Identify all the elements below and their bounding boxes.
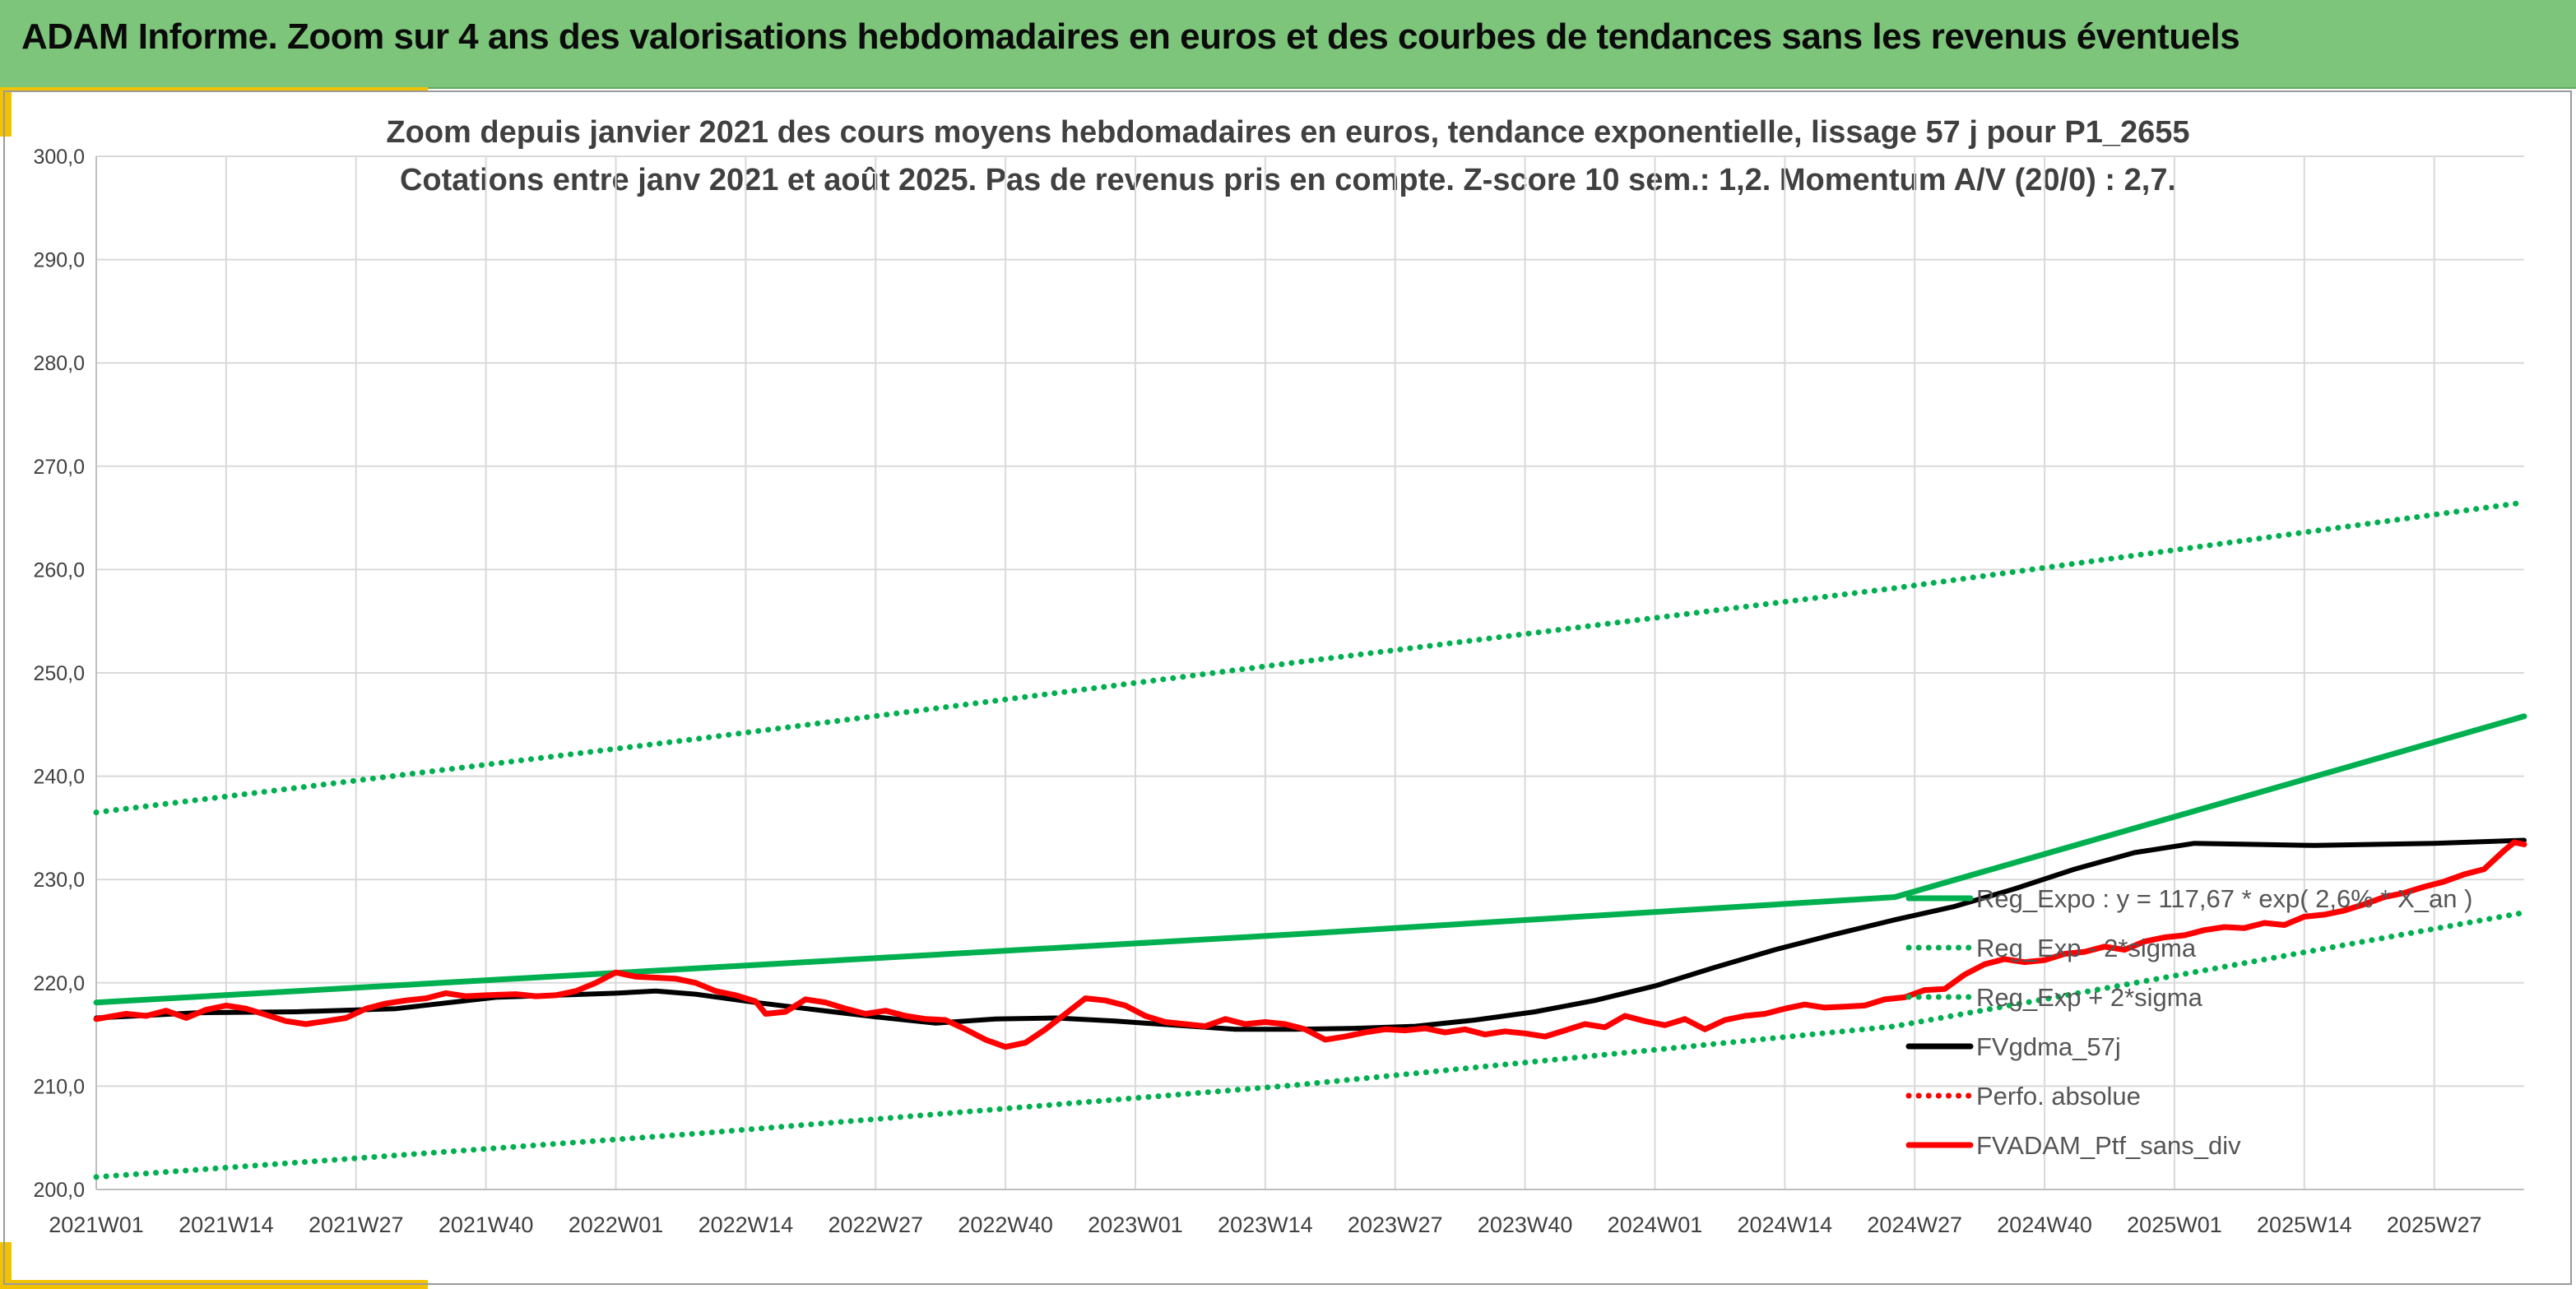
y-tick-label: 250,0 (33, 662, 85, 685)
x-tick-label: 2023W40 (1478, 1212, 1573, 1237)
y-tick-label: 230,0 (33, 869, 85, 892)
page-title: ADAM Informe. Zoom sur 4 ans des valoris… (21, 16, 2240, 57)
grid-lines (95, 155, 2524, 1190)
x-tick-label: 2022W40 (958, 1212, 1053, 1237)
y-tick-label: 280,0 (33, 352, 85, 375)
x-axis-ticks: 2021W01 2021W14 2021W27 2021W40 2022W01 2022W… (49, 1212, 2481, 1237)
x-tick-label: 2022W01 (569, 1212, 664, 1237)
x-tick-label: 2025W27 (2387, 1212, 2482, 1237)
x-tick-label: 2023W27 (1348, 1212, 1443, 1237)
x-tick-label: 2022W27 (828, 1212, 923, 1237)
legend-label: FVgdma_57j (1976, 1032, 2121, 1061)
chart-frame (3, 90, 2572, 1285)
series-line-reg-exp-2-sigma (93, 909, 2527, 1180)
y-tick-label: 290,0 (33, 249, 85, 272)
header-banner: ADAM Informe. Zoom sur 4 ans des valoris… (0, 0, 2576, 89)
y-tick-label: 240,0 (33, 766, 85, 789)
y-tick-label: 260,0 (33, 559, 85, 582)
series-line-reg-expo-y-117-67-exp-2-6-x-an (93, 713, 2527, 1006)
accent-bar-top-left (0, 87, 428, 92)
x-tick-label: 2024W14 (1738, 1212, 1833, 1237)
series-line-fvgdma-57j (94, 837, 2527, 1032)
series-layer (93, 499, 2527, 1180)
legend-label: Perfo. absolue (1976, 1082, 2141, 1110)
y-tick-label: 270,0 (33, 456, 85, 479)
x-tick-label: 2021W01 (49, 1212, 144, 1237)
legend-label: FVADAM_Ptf_sans_div (1976, 1131, 2241, 1160)
x-tick-label: 2025W14 (2257, 1212, 2352, 1237)
accent-bar-bottom-left-vertical (0, 1242, 12, 1289)
legend: Reg_Expo : y = 117,67 * exp( 2,6% * X_an… (1905, 884, 2472, 1160)
legend-label: Reg_Exp + 2*sigma (1976, 983, 2203, 1012)
x-tick-label: 2025W01 (2127, 1212, 2222, 1237)
y-tick-label: 210,0 (33, 1075, 85, 1098)
chart-title: Zoom depuis janvier 2021 des cours moyen… (386, 115, 2190, 150)
x-tick-label: 2021W27 (309, 1212, 404, 1237)
x-tick-label: 2023W14 (1218, 1212, 1313, 1237)
x-tick-label: 2023W01 (1088, 1212, 1183, 1237)
legend-label: Reg_Expo : y = 117,67 * exp( 2,6% * X_an… (1976, 884, 2472, 913)
x-tick-label: 2024W01 (1608, 1212, 1703, 1237)
y-tick-label: 300,0 (33, 146, 85, 169)
x-tick-label: 2021W14 (179, 1212, 274, 1237)
series-line-reg-exp-2-sigma (93, 499, 2527, 816)
accent-bar-left (0, 87, 12, 137)
legend-label: Reg_Exp - 2*sigma (1976, 934, 2197, 962)
x-tick-label: 2022W14 (699, 1212, 794, 1237)
chart-subtitle: Cotations entre janv 2021 et août 2025. … (399, 163, 2177, 197)
y-tick-label: 200,0 (33, 1179, 85, 1202)
x-tick-label: 2021W40 (439, 1212, 534, 1237)
x-tick-label: 2024W40 (1997, 1212, 2092, 1237)
y-tick-label: 220,0 (33, 972, 85, 995)
y-axis-ticks: 200,0 210,0 220,0 230,0 240,0 250,0 260,0 270,0… (33, 146, 85, 1202)
x-tick-label: 2024W27 (1867, 1212, 1962, 1237)
series-line-fvadam-ptf-sans-div (93, 839, 2527, 1050)
